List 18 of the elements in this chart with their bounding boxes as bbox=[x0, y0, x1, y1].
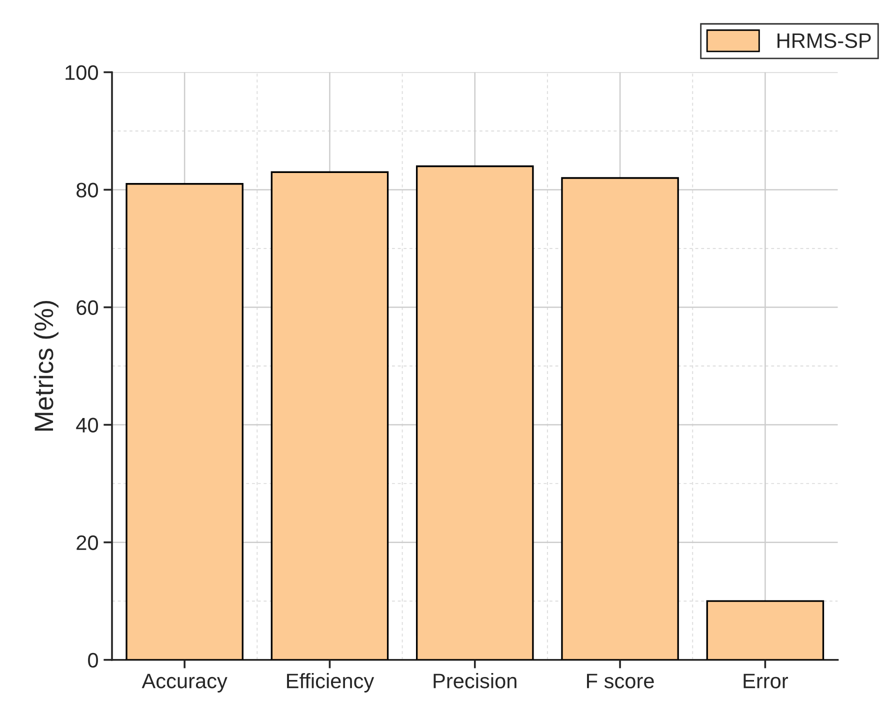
bar bbox=[416, 165, 534, 660]
y-tick-label: 100 bbox=[66, 65, 98, 80]
y-tick-label: 60 bbox=[76, 300, 98, 316]
bar bbox=[270, 171, 389, 660]
y-axis-title: Metrics (%) bbox=[34, 300, 58, 431]
bar bbox=[706, 600, 824, 660]
bar bbox=[561, 177, 679, 660]
y-tick-label: 0 bbox=[88, 652, 98, 668]
x-tick-label: Error bbox=[744, 674, 788, 688]
bar bbox=[126, 183, 244, 660]
legend-label: HRMS-SP bbox=[778, 33, 871, 48]
y-tick-label: 20 bbox=[76, 535, 98, 550]
x-tick-label: Precision bbox=[434, 673, 516, 688]
x-tick-label: F score bbox=[587, 674, 654, 688]
y-tick-label: 40 bbox=[76, 418, 98, 433]
x-tick-label: Efficiency bbox=[287, 673, 374, 692]
x-tick-label: Accuracy bbox=[142, 674, 228, 692]
y-tick-label: 80 bbox=[76, 182, 98, 198]
